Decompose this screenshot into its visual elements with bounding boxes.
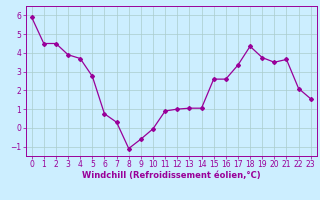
- X-axis label: Windchill (Refroidissement éolien,°C): Windchill (Refroidissement éolien,°C): [82, 171, 260, 180]
